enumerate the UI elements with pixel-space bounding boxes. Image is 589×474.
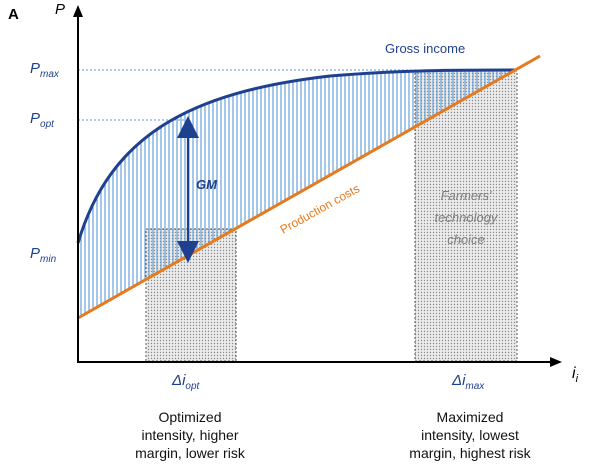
x-axis-label: ii [572, 365, 579, 385]
gross-income-curve [76, 68, 517, 244]
maximized-caption-line-2: intensity, lowest [421, 427, 519, 443]
choice-line-3: choice [447, 232, 485, 247]
optimized-caption-line-3: margin, lower risk [135, 445, 245, 461]
production-costs-line [77, 54, 541, 320]
pmin-label: Pmin [30, 245, 57, 265]
pmax-label: Pmax [30, 60, 60, 80]
y-axis-label: P [55, 1, 65, 18]
optimized-caption: Optimized intensity, higher margin, lowe… [105, 408, 275, 462]
choice-line-1: Farmers' [441, 188, 492, 203]
gross-income-label: Gross income [385, 41, 465, 56]
optimized-caption-line-2: intensity, higher [141, 427, 239, 443]
choice-line-2: technology [435, 210, 499, 225]
delta-i-opt-label: Δiopt [171, 372, 201, 392]
maximized-caption-line-3: margin, highest risk [409, 445, 531, 461]
x-axis-arrowhead [550, 357, 562, 367]
maximized-caption: Maximized intensity, lowest margin, high… [385, 408, 555, 462]
maximized-intensity-region [414, 70, 518, 362]
gm-label: GM [196, 177, 218, 192]
popt-label: Popt [30, 110, 55, 130]
maximized-caption-line-1: Maximized [436, 409, 504, 425]
y-axis-arrowhead [73, 5, 83, 17]
delta-i-max-label: Δimax [451, 372, 485, 392]
optimized-caption-line-1: Optimized [158, 409, 222, 425]
panel-label: A [8, 6, 19, 23]
